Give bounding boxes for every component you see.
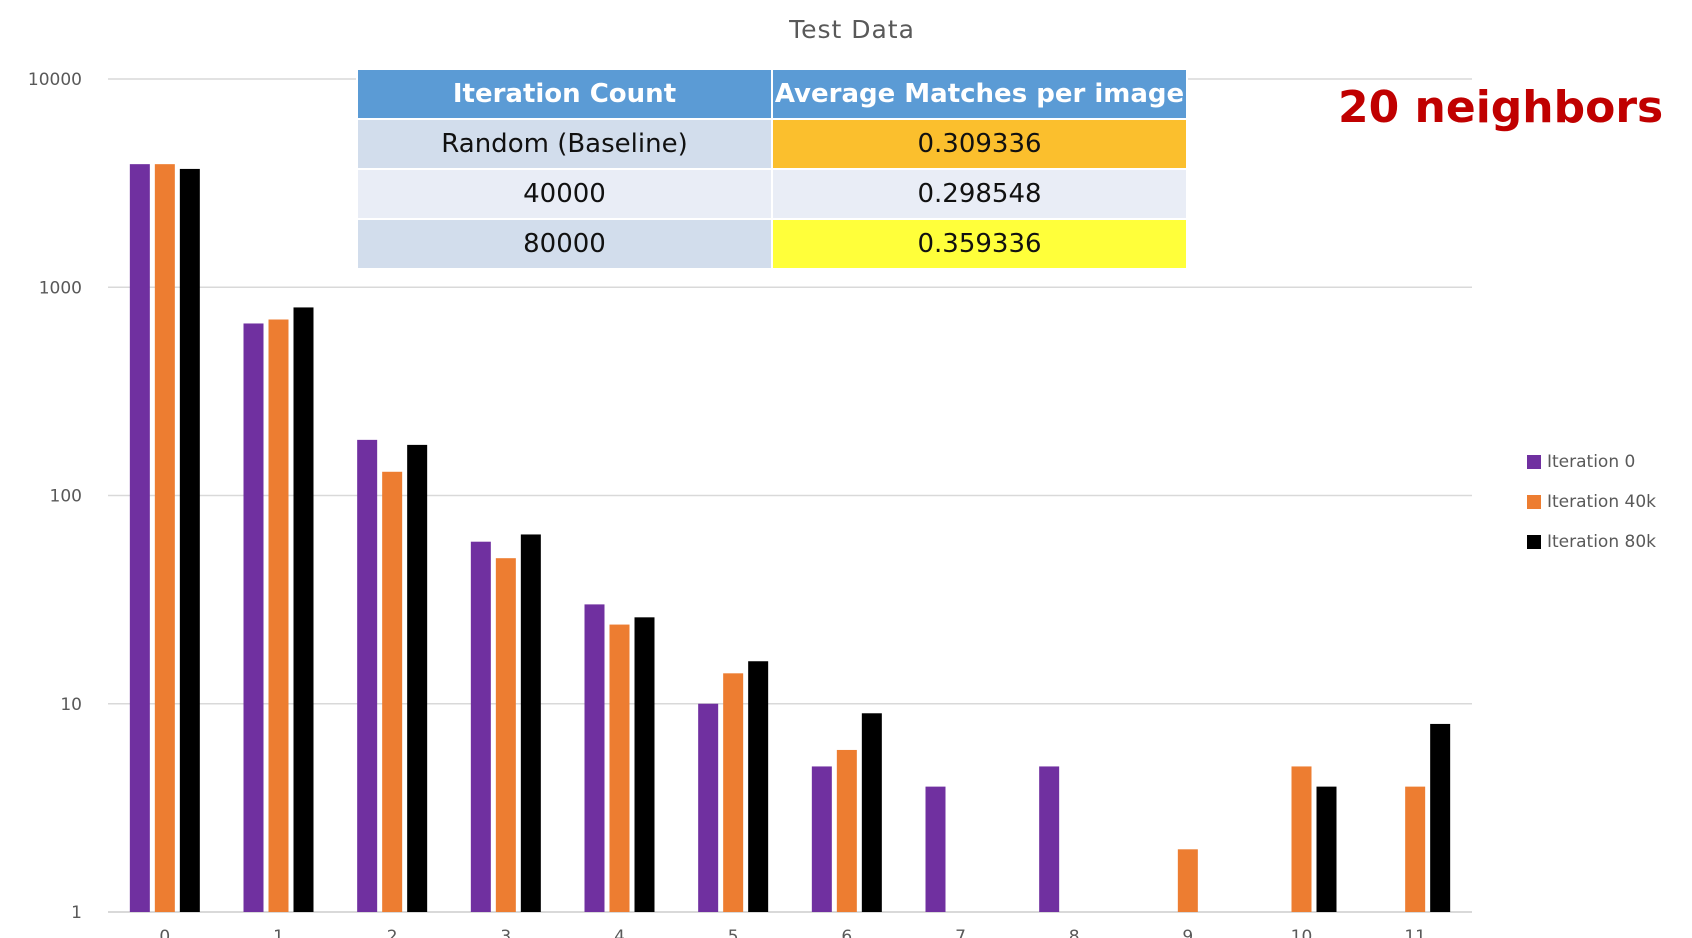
x-tick-label: 3 (500, 927, 511, 938)
cell-iteration: 40000 (356, 168, 773, 220)
cell-average: 0.309336 (771, 118, 1188, 170)
bar-iteration-40k (1405, 786, 1426, 912)
legend-swatch (1527, 535, 1541, 549)
chart-title: Test Data (788, 15, 915, 44)
x-tick-label: 1 (273, 927, 284, 938)
legend-label: Iteration 40k (1547, 492, 1656, 512)
bar-iteration-80k (1316, 786, 1337, 912)
bar-iteration-0 (698, 703, 719, 912)
bar-iteration-80k (861, 713, 882, 912)
legend-swatch (1527, 455, 1541, 469)
results-table: Iteration Count Average Matches per imag… (356, 68, 1188, 270)
chart-legend: Iteration 0 Iteration 40k Iteration 80k (1527, 452, 1656, 552)
bar-iteration-40k (723, 673, 744, 912)
table-row: Random (Baseline) 0.309336 (356, 118, 1188, 170)
cell-average: 0.359336 (771, 218, 1188, 270)
bar-iteration-40k (836, 749, 857, 912)
cell-iteration: 80000 (356, 218, 773, 270)
bar-iteration-40k (609, 624, 630, 912)
x-tick-label: 2 (387, 927, 398, 938)
x-tick-label: 6 (841, 927, 852, 938)
header-iteration-count: Iteration Count (356, 68, 773, 120)
bar-iteration-40k (154, 164, 175, 913)
bar-iteration-0 (584, 604, 605, 912)
bar-iteration-40k (1291, 766, 1312, 912)
x-tick-label: 5 (728, 927, 739, 938)
x-axis-ticks: 0 1 2 3 4 5 6 7 8 9 10 11 (159, 927, 1426, 938)
x-tick-label: 9 (1182, 927, 1193, 938)
bar-iteration-0 (129, 164, 150, 913)
y-tick-label: 1 (71, 903, 82, 923)
bar-iteration-80k (748, 661, 769, 912)
bar-iteration-40k (268, 319, 289, 913)
bar-iteration-0 (1039, 766, 1060, 912)
bar-iteration-0 (357, 439, 378, 912)
bar-iteration-80k (293, 307, 314, 912)
legend-label: Iteration 0 (1547, 452, 1635, 472)
x-tick-label: 0 (159, 927, 170, 938)
bar-iteration-40k (382, 471, 403, 912)
header-average-matches: Average Matches per image (771, 68, 1188, 120)
bar-iteration-0 (811, 766, 832, 912)
bar-iteration-80k (407, 444, 428, 912)
table-row: 40000 0.298548 (356, 168, 1188, 220)
bar-iteration-80k (179, 168, 200, 912)
x-tick-label: 10 (1291, 927, 1313, 938)
bar-iteration-80k (634, 617, 655, 912)
y-tick-label: 1000 (39, 278, 82, 298)
cell-average: 0.298548 (771, 168, 1188, 220)
bar-iteration-0 (925, 786, 946, 912)
bar-iteration-0 (243, 323, 264, 912)
bar-iteration-0 (470, 541, 491, 912)
x-tick-label: 11 (1404, 927, 1426, 938)
table-row: 80000 0.359336 (356, 218, 1188, 270)
x-tick-label: 7 (955, 927, 966, 938)
bar-iteration-80k (1430, 723, 1451, 912)
bar-iteration-40k (495, 558, 516, 912)
x-tick-label: 8 (1069, 927, 1080, 938)
neighbors-annotation: 20 neighbors (1338, 82, 1664, 133)
x-tick-label: 4 (614, 927, 625, 938)
y-tick-label: 10000 (28, 70, 82, 90)
y-tick-label: 100 (50, 487, 82, 507)
legend-label: Iteration 80k (1547, 532, 1656, 552)
legend-swatch (1527, 495, 1541, 509)
table-header-row: Iteration Count Average Matches per imag… (356, 68, 1188, 120)
y-tick-label: 10 (60, 695, 82, 715)
bar-iteration-80k (520, 534, 541, 912)
chart-bars (129, 164, 1451, 913)
bar-iteration-40k (1177, 849, 1198, 912)
cell-iteration: Random (Baseline) (356, 118, 773, 170)
